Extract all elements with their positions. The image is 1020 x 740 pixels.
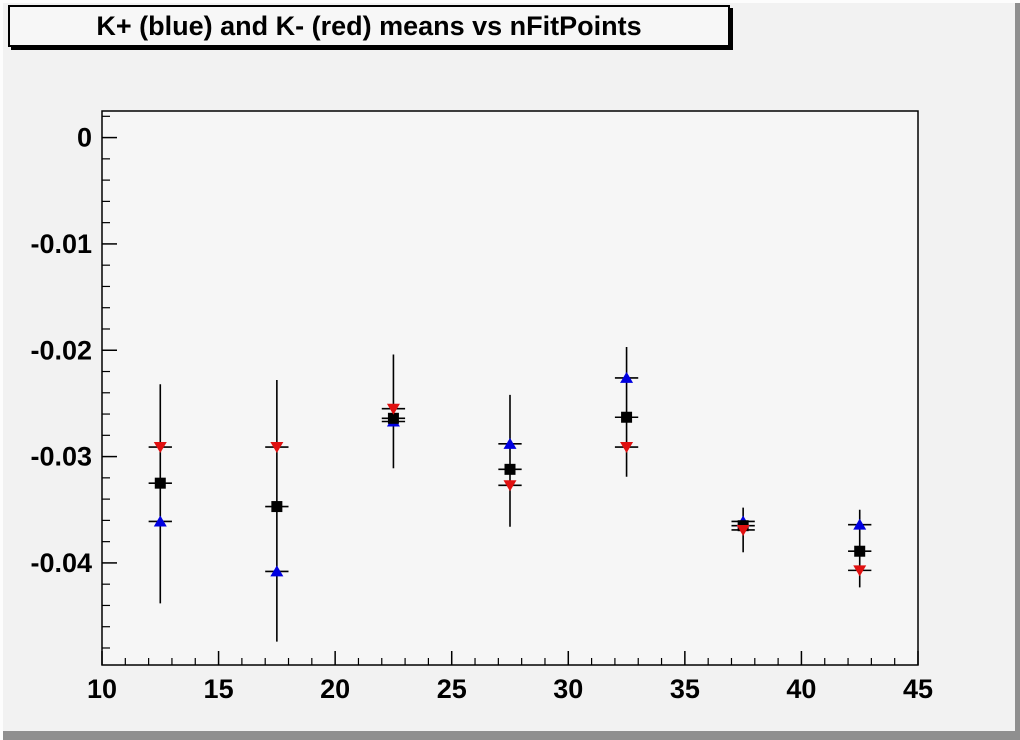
marker-triangle-down [853,565,867,577]
marker-triangle-down [153,442,167,454]
marker-triangle-down [620,442,634,454]
x-tick-label: 35 [670,674,700,704]
marker-square [504,463,516,475]
marker-triangle-up [620,371,634,383]
x-tick-label: 15 [204,674,234,704]
marker-triangle-up [503,437,517,449]
x-tick-label: 40 [786,674,816,704]
x-tick-label: 25 [437,674,467,704]
marker-triangle-down [270,442,284,454]
marker-triangle-up [853,518,867,530]
y-tick-label: 0 [77,123,92,153]
marker-square [387,412,399,424]
marker-square [854,545,866,557]
marker-square [271,501,283,513]
x-tick-label: 20 [320,674,350,704]
marker-triangle-down [386,403,400,415]
marker-triangle-down [736,524,750,536]
y-tick-label: -0.04 [30,548,92,578]
x-tick-label: 10 [87,674,117,704]
marker-square [621,411,633,423]
y-tick-label: -0.01 [30,229,92,259]
y-tick-label: -0.03 [30,442,92,472]
y-tick-label: -0.02 [30,335,92,365]
plot-frame [101,110,919,666]
marker-triangle-up [270,565,284,577]
plot-title-box: K+ (blue) and K- (red) means vs nFitPoin… [8,5,730,47]
x-tick-label: 30 [553,674,583,704]
x-tick-label: 45 [903,674,933,704]
marker-square [154,477,166,489]
marker-triangle-down [503,480,517,492]
marker-triangle-up [153,515,167,527]
plot-title: K+ (blue) and K- (red) means vs nFitPoin… [96,10,642,41]
